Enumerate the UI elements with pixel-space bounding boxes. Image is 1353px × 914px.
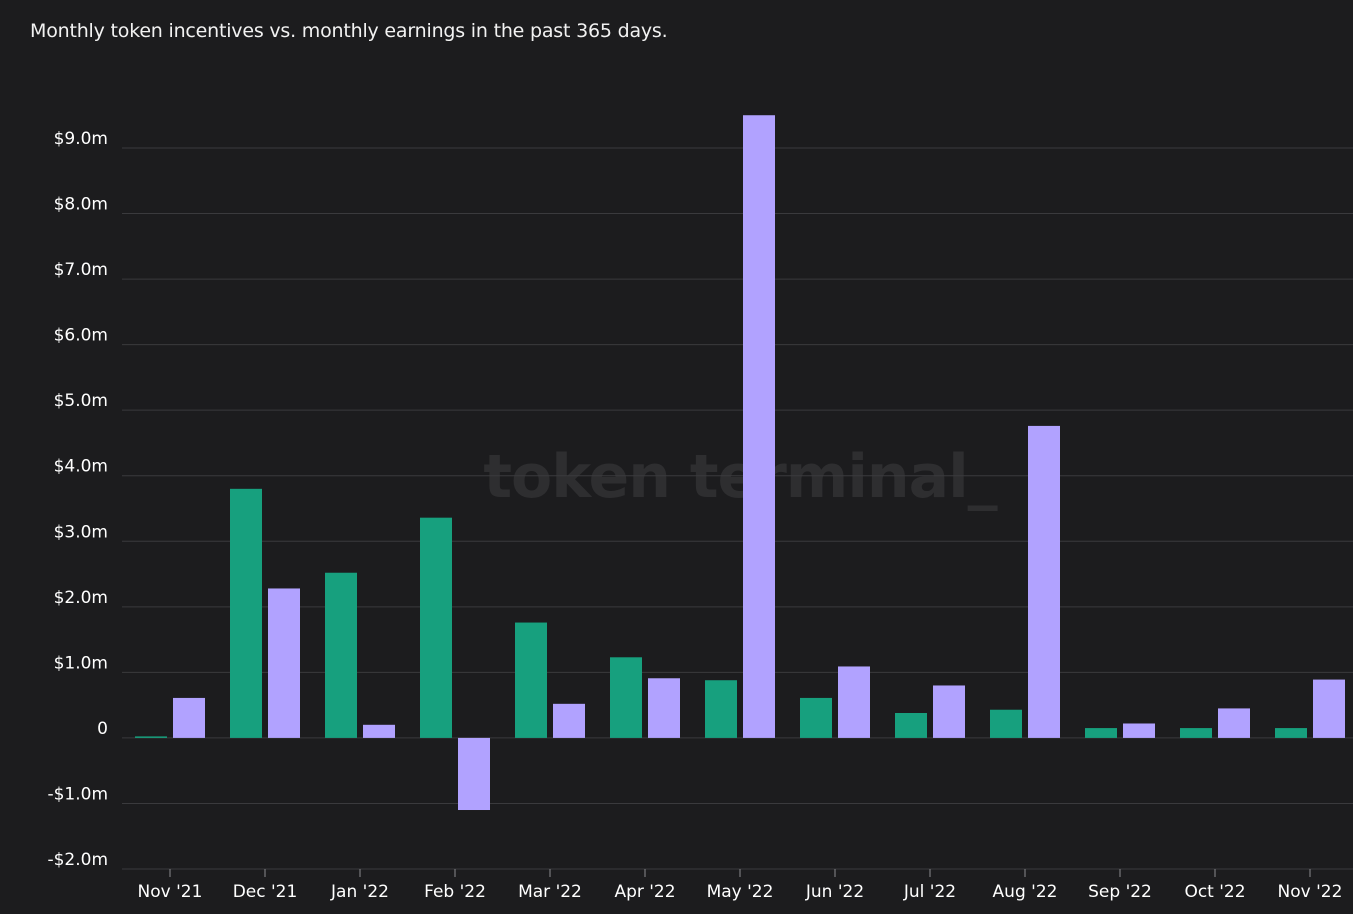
bar-series-2-7[interactable] [838,666,870,738]
bar-series-2-8[interactable] [933,685,965,738]
x-tick-label: Sep '22 [1088,882,1152,902]
bar-series-1-11[interactable] [1180,728,1212,738]
watermark-logo: token terminal_ [483,442,997,512]
y-tick-label: -$1.0m [47,784,108,804]
bar-series-1-1[interactable] [230,488,262,738]
bar-series-2-11[interactable] [1218,708,1250,738]
y-tick-label: $9.0m [54,129,108,149]
x-tick-label: Feb '22 [424,882,486,902]
y-tick-label: $2.0m [54,588,108,608]
y-tick-label: $4.0m [54,457,108,477]
y-tick-label: $1.0m [54,653,108,673]
bar-series-2-0[interactable] [173,697,205,738]
x-tick-label: Aug '22 [993,882,1058,902]
bar-series-1-10[interactable] [1085,728,1117,738]
bar-series-1-9[interactable] [990,709,1022,738]
x-tick-label: May '22 [707,882,774,902]
x-tick-label: Jan '22 [330,882,389,902]
bar-series-2-9[interactable] [1028,425,1060,738]
bar-series-2-4[interactable] [553,703,585,738]
grid-lines [122,147,1353,870]
y-tick-label: $7.0m [54,260,108,280]
x-tick-label: Apr '22 [614,882,675,902]
x-tick-label: Jun '22 [805,882,864,902]
y-tick-label: 0 [97,719,108,739]
x-tick-label: Oct '22 [1184,882,1245,902]
x-tick-label: Nov '22 [1278,882,1343,902]
bar-series-1-7[interactable] [800,697,832,738]
bar-series-2-1[interactable] [268,588,300,738]
bar-series-1-0[interactable] [135,736,167,738]
bar-series-2-5[interactable] [648,678,680,738]
bar-series-1-8[interactable] [895,713,927,738]
x-tick-label: Nov '21 [138,882,203,902]
bar-series-1-2[interactable] [325,572,357,738]
y-tick-label: $3.0m [54,522,108,542]
y-tick-label: $8.0m [54,195,108,215]
bar-series-2-3[interactable] [458,737,490,811]
bar-series-2-6[interactable] [743,115,775,738]
y-tick-label: $6.0m [54,326,108,346]
y-axis: $9.0m $8.0m $7.0m $6.0m $5.0m $4.0m $3.0m $2.0m… [47,129,108,870]
bar-series-1-4[interactable] [515,622,547,738]
bar-series-1-5[interactable] [610,657,642,738]
bar-series-1-6[interactable] [705,680,737,738]
bars [135,115,1345,811]
bar-series-2-2[interactable] [363,724,395,738]
bar-series-2-12[interactable] [1313,679,1345,738]
x-tick-label: Jul '22 [903,882,956,902]
y-tick-label: $5.0m [54,391,108,411]
bar-series-1-12[interactable] [1275,728,1307,738]
bar-series-1-3[interactable] [420,517,452,738]
x-axis: Nov '21 Dec '21 Jan '22 Feb '22 Mar '22 Apr '… [138,869,1343,902]
x-tick-label: Dec '21 [233,882,298,902]
bar-series-2-10[interactable] [1123,723,1155,738]
chart-title: Monthly token incentives vs. monthly ear… [30,20,668,42]
x-tick-label: Mar '22 [518,882,582,902]
y-tick-label: -$2.0m [47,850,108,870]
